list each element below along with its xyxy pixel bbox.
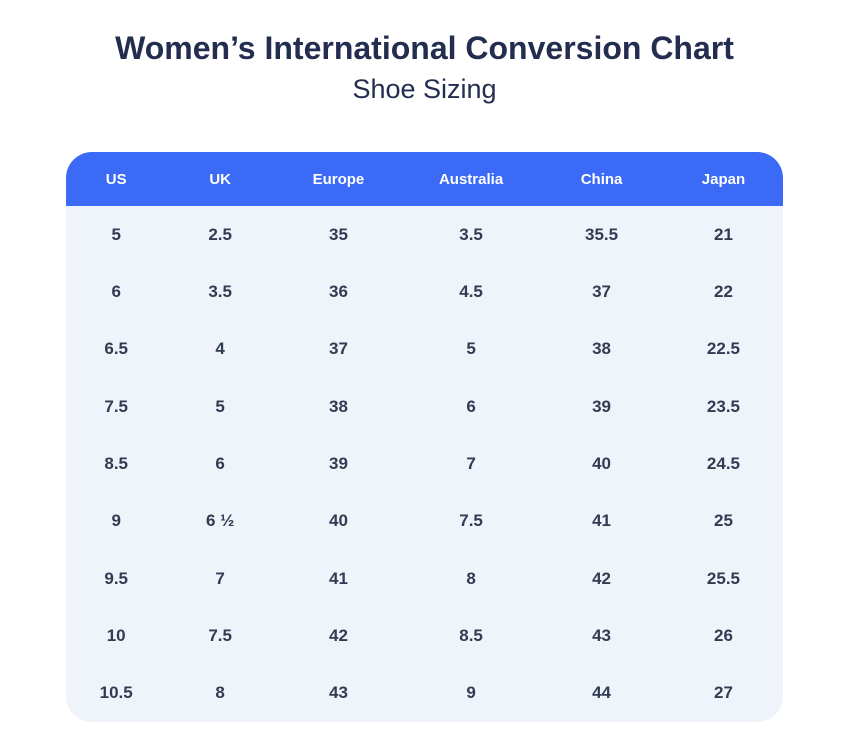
table-cell: 10.5 [99, 683, 133, 703]
table-cell: 9 [466, 683, 476, 703]
table-cell: 26 [714, 625, 733, 645]
table-cell: 42 [328, 625, 348, 645]
table-cell: 7.5 [208, 625, 232, 645]
table-cell: 24.5 [706, 454, 741, 474]
table-cell: 37 [328, 339, 348, 359]
table-cell: 6 [111, 282, 121, 302]
table-cell: 27 [714, 683, 733, 703]
table-body: 5 2.5 35 3.5 35.5 21 6 3.5 36 4.5 37 22 6.5 4 37 5 38 22.… [66, 206, 783, 722]
table-row: 6 3.5 36 4.5 37 22 [66, 263, 783, 320]
table-cell: 6 ½ [205, 511, 235, 531]
table-cell: 43 [328, 683, 348, 703]
table-row: 9 6 ½ 40 7.5 41 25 [66, 493, 783, 550]
table-cell: 42 [592, 568, 612, 588]
table-cell: 39 [592, 396, 612, 416]
page-title: Women’s International Conversion Chart [115, 30, 734, 66]
table-cell: 36 [328, 282, 348, 302]
table-cell: 3.5 [208, 282, 232, 302]
table-cell: 25 [714, 511, 733, 531]
table-cell: 7.5 [459, 511, 483, 531]
conversion-table: US UK Europe Australia China Japan 5 2.5 3… [66, 152, 783, 722]
table-cell: 5 [111, 224, 121, 244]
table-cell: 8.5 [104, 454, 128, 474]
page-subtitle: Shoe Sizing [352, 73, 497, 104]
table-cell: 9 [111, 511, 121, 531]
table-row: 9.5 7 41 8 42 25.5 [66, 550, 783, 607]
table-header: US UK Europe Australia China Japan [66, 152, 783, 207]
table-row: 8.5 6 39 7 40 24.5 [66, 435, 783, 492]
table-cell: 8 [466, 568, 476, 588]
table-cell: 23.5 [706, 396, 741, 416]
table-cell: 35.5 [585, 224, 619, 244]
table-cell: 8.5 [459, 625, 483, 645]
table-row: 6.5 4 37 5 38 22.5 [66, 321, 783, 378]
table-cell: 2.5 [208, 224, 232, 244]
table-header-row: US UK Europe Australia China Japan [66, 152, 783, 207]
table-cell: 41 [328, 568, 348, 588]
table-cell: 40 [592, 454, 612, 474]
table-cell: 38 [328, 396, 348, 416]
column-header-us: US [66, 152, 167, 207]
column-header-australia: Australia [402, 152, 540, 207]
table-cell: 43 [592, 625, 612, 645]
table-cell: 40 [328, 511, 348, 531]
table-cell: 10 [106, 625, 126, 645]
table-cell: 41 [592, 511, 612, 531]
table-cell: 7.5 [104, 396, 128, 416]
table-cell: 44 [592, 683, 612, 703]
table-cell: 9.5 [104, 568, 128, 588]
column-header-china: China [539, 152, 664, 207]
column-header-japan: Japan [663, 152, 783, 207]
table-cell: 3.5 [459, 224, 483, 244]
table-cell: 39 [328, 454, 348, 474]
table-row: 7.5 5 38 6 39 23.5 [66, 378, 783, 435]
table-row: 10 7.5 42 8.5 43 26 [66, 607, 783, 664]
table-cell: 7 [215, 568, 225, 588]
table-cell: 22.5 [706, 339, 741, 359]
table-row: 5 2.5 35 3.5 35.5 21 [66, 206, 783, 263]
table-cell: 25.5 [706, 568, 741, 588]
table-cell: 6 [215, 454, 225, 474]
table-cell: 6 [466, 396, 476, 416]
table-cell: 7 [466, 454, 476, 474]
table-cell: 37 [592, 282, 612, 302]
table-cell: 38 [592, 339, 612, 359]
table-cell: 21 [714, 224, 733, 244]
table-cell: 5 [215, 396, 225, 416]
table-cell: 6.5 [104, 339, 128, 359]
table-cell: 5 [466, 339, 476, 359]
table-cell: 35 [328, 224, 348, 244]
table-row: 10.5 8 43 9 44 27 [66, 665, 783, 722]
column-header-uk: UK [166, 152, 274, 207]
column-header-europe: Europe [273, 152, 403, 207]
table-cell: 4 [215, 339, 225, 359]
conversion-table-container: US UK Europe Australia China Japan 5 2.5 3… [66, 152, 783, 722]
table-cell: 8 [215, 683, 225, 703]
table-cell: 22 [714, 282, 733, 302]
table-cell: 4.5 [459, 282, 483, 302]
